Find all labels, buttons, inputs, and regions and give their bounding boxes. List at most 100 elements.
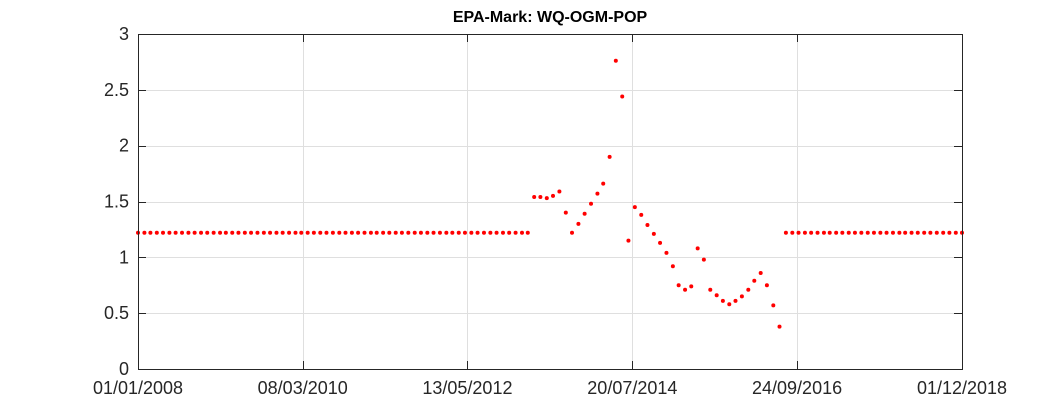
data-point <box>525 230 530 235</box>
data-point <box>582 211 587 216</box>
data-point <box>368 230 373 235</box>
data-point <box>941 230 946 235</box>
data-point <box>739 294 744 299</box>
data-point <box>852 230 857 235</box>
data-point <box>223 230 228 235</box>
data-point <box>563 210 568 215</box>
data-point <box>664 250 669 255</box>
data-point <box>469 230 474 235</box>
data-point <box>645 222 650 227</box>
data-point <box>897 230 902 235</box>
data-point <box>695 246 700 251</box>
data-point <box>330 230 335 235</box>
data-point <box>934 230 939 235</box>
x-tick-label: 08/03/2010 <box>258 378 348 398</box>
data-point <box>218 230 223 235</box>
y-tick-label: 0.5 <box>104 303 129 323</box>
y-tick-label: 2.5 <box>104 80 129 100</box>
data-point <box>381 230 386 235</box>
data-point <box>701 257 706 262</box>
data-point <box>406 230 411 235</box>
data-point <box>387 230 392 235</box>
data-point <box>550 193 555 198</box>
y-axis-tick-labels: 0 0.5 1 1.5 2 2.5 3 <box>104 24 129 379</box>
data-point <box>821 230 826 235</box>
y-tick-label: 1.5 <box>104 192 129 212</box>
data-point <box>827 230 832 235</box>
data-point <box>802 230 807 235</box>
data-point <box>890 230 895 235</box>
data-point <box>771 303 776 308</box>
data-point <box>236 230 241 235</box>
x-tick-label: 20/07/2014 <box>587 378 677 398</box>
data-point <box>148 230 153 235</box>
data-point <box>249 230 254 235</box>
data-point <box>714 293 719 298</box>
data-point <box>570 230 575 235</box>
chart-title: EPA-Mark: WQ-OGM-POP <box>453 9 648 26</box>
data-point <box>311 230 316 235</box>
data-point <box>362 230 367 235</box>
y-tick-label: 1 <box>119 247 129 267</box>
data-point <box>601 181 606 186</box>
data-point <box>305 230 310 235</box>
data-point <box>349 230 354 235</box>
data-point <box>865 230 870 235</box>
data-point <box>186 230 191 235</box>
data-point <box>670 264 675 269</box>
data-point <box>538 195 543 200</box>
data-point <box>840 230 845 235</box>
data-point <box>519 230 524 235</box>
data-point <box>280 230 285 235</box>
data-point <box>928 230 933 235</box>
data-point <box>343 230 348 235</box>
data-point <box>915 230 920 235</box>
data-point <box>412 230 417 235</box>
data-point <box>399 230 404 235</box>
data-point <box>418 230 423 235</box>
data-point <box>456 230 461 235</box>
data-point <box>620 94 625 99</box>
data-point <box>834 230 839 235</box>
x-tick-label: 01/12/2018 <box>917 378 1007 398</box>
data-point <box>211 230 216 235</box>
data-point <box>576 221 581 226</box>
x-tick-label: 01/01/2008 <box>93 378 183 398</box>
data-point <box>374 230 379 235</box>
data-point <box>475 230 480 235</box>
data-point <box>544 196 549 201</box>
data-point <box>658 240 663 245</box>
data-point <box>494 230 499 235</box>
data-point <box>727 302 732 307</box>
data-point <box>589 201 594 206</box>
data-point <box>632 205 637 210</box>
data-point <box>903 230 908 235</box>
data-point <box>922 230 927 235</box>
data-point <box>720 298 725 303</box>
data-point <box>777 324 782 329</box>
data-point <box>154 230 159 235</box>
data-point <box>859 230 864 235</box>
data-point <box>871 230 876 235</box>
data-point <box>507 230 512 235</box>
data-point <box>846 230 851 235</box>
data-point <box>796 230 801 235</box>
data-point <box>488 230 493 235</box>
data-point <box>274 230 279 235</box>
x-tick-label: 13/05/2012 <box>422 378 512 398</box>
data-point <box>450 230 455 235</box>
data-point <box>878 230 883 235</box>
data-point <box>425 230 430 235</box>
data-point <box>689 284 694 289</box>
data-point <box>758 270 763 275</box>
data-point <box>318 230 323 235</box>
data-point <box>324 230 329 235</box>
data-point <box>173 230 178 235</box>
data-point <box>676 283 681 288</box>
data-point <box>199 230 204 235</box>
data-point <box>884 230 889 235</box>
data-point <box>167 230 172 235</box>
data-point <box>909 230 914 235</box>
data-point <box>809 230 814 235</box>
